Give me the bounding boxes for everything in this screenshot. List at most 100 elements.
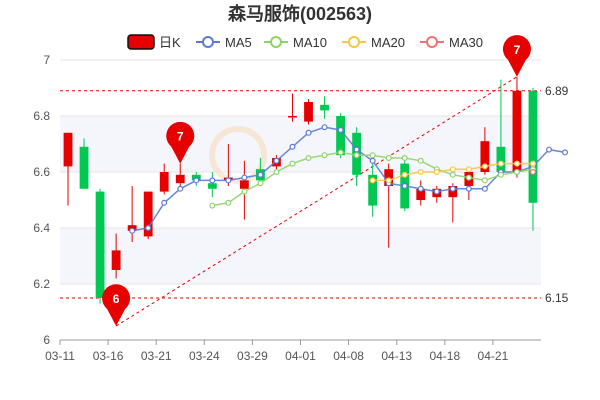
ma-point-ma5 xyxy=(273,157,280,164)
candle xyxy=(320,96,329,119)
candle-body xyxy=(368,174,378,206)
marker-pin: 7 xyxy=(166,121,195,164)
ma-point-ma5 xyxy=(369,157,376,164)
ma-point-ma20 xyxy=(465,166,472,173)
ma-point-ma5 xyxy=(305,129,312,136)
candle-body xyxy=(496,146,506,172)
legend-swatch-dot xyxy=(348,36,360,48)
ma-point-ma10 xyxy=(401,155,408,162)
ma-point-ma30 xyxy=(529,169,536,176)
ma-point-ma5 xyxy=(337,126,344,133)
marker-pin-shape xyxy=(102,284,131,326)
legend-swatch-dot xyxy=(202,36,214,48)
ma-point-ma5 xyxy=(465,185,472,192)
x-tick-label: 04-13 xyxy=(381,349,412,363)
x-tick-label: 04-21 xyxy=(478,349,509,363)
candle-body xyxy=(320,104,329,111)
candle-body xyxy=(304,102,313,122)
legend-label: MA5 xyxy=(225,35,252,50)
legend-label: MA30 xyxy=(449,35,483,50)
candle xyxy=(368,163,378,217)
y-tick-label: 6 xyxy=(43,333,50,347)
ma-point-ma5 xyxy=(177,185,184,192)
reference-label: 6.89 xyxy=(545,84,569,98)
grid-band xyxy=(60,116,541,172)
y-tick-label: 6.6 xyxy=(33,165,50,179)
ma-point-ma10 xyxy=(385,155,392,162)
candle-body xyxy=(528,90,538,203)
axes: 6 6.2 6.4 6.6 6.8 7 03-11 03-16 03-21 03-24 03-29 0… xyxy=(33,53,541,363)
ma-point-ma5 xyxy=(145,225,152,232)
candle-body xyxy=(95,191,105,298)
candle-body xyxy=(159,172,169,192)
candle xyxy=(63,132,73,206)
ma-point-ma5 xyxy=(546,146,553,153)
candle xyxy=(111,233,121,279)
ma-point-ma5 xyxy=(481,185,488,192)
marker-pin-label: 6 xyxy=(113,292,120,306)
ma-point-ma10 xyxy=(273,169,280,176)
ma-point-ma20 xyxy=(449,166,456,173)
markers: 6 7 7 xyxy=(102,35,531,326)
ma-point-ma20 xyxy=(529,160,536,167)
legend: 日K MA5 MA10 MA20 MA30 xyxy=(127,34,483,50)
ma-point-ma5 xyxy=(562,149,569,156)
ma-point-ma10 xyxy=(417,157,424,164)
x-tick-label: 04-08 xyxy=(333,349,364,363)
ma-point-ma20 xyxy=(417,169,424,176)
chart-title: 森马服饰(002563) xyxy=(228,3,372,24)
candle xyxy=(304,99,313,125)
marker-pin-shape xyxy=(502,35,531,77)
marker-pin-label: 7 xyxy=(177,130,184,144)
ma-point-ma5 xyxy=(321,124,328,131)
trend-line xyxy=(115,76,518,327)
ma-point-ma10 xyxy=(321,152,328,159)
ma-point-ma10 xyxy=(513,169,520,176)
x-tick-label: 03-16 xyxy=(93,349,124,363)
legend-swatch-dot xyxy=(426,36,438,48)
candle xyxy=(175,163,185,186)
reference-lines: 6.89 6.15 xyxy=(60,84,569,305)
candle-body xyxy=(512,90,522,172)
ma-point-ma5 xyxy=(161,199,168,206)
ma-point-ma5 xyxy=(241,174,248,181)
y-tick-label: 6.4 xyxy=(33,221,50,235)
y-tick-label: 6.8 xyxy=(33,109,50,123)
reference-label: 6.15 xyxy=(545,291,569,305)
ma-point-ma10 xyxy=(481,177,488,184)
ma-point-ma20 xyxy=(481,163,488,170)
candle-body xyxy=(416,188,426,200)
ma-point-ma5 xyxy=(401,183,408,190)
ma-point-ma5 xyxy=(353,146,360,153)
ma-point-ma5 xyxy=(129,227,136,234)
ma-point-ma10 xyxy=(225,199,232,206)
y-tick-label: 6.2 xyxy=(33,277,50,291)
trend-line-segment xyxy=(115,76,518,327)
x-tick-label: 03-21 xyxy=(141,349,172,363)
candle-body xyxy=(63,132,73,167)
ma-point-ma5 xyxy=(289,143,296,150)
candle xyxy=(528,88,538,231)
candle-body xyxy=(336,116,345,156)
x-tick-label: 03-24 xyxy=(189,349,220,363)
grid xyxy=(60,59,541,341)
candle xyxy=(143,191,153,240)
ma-point-ma10 xyxy=(289,160,296,167)
legend-label: MA20 xyxy=(371,35,405,50)
ma-point-ma10 xyxy=(465,174,472,181)
ma-line-ma5 xyxy=(132,126,566,232)
watermark xyxy=(209,126,267,184)
candle xyxy=(159,163,169,195)
candle-body xyxy=(239,180,249,189)
candle-body xyxy=(175,174,185,184)
ma-point-ma5 xyxy=(225,177,232,184)
ma-point-ma20 xyxy=(401,171,408,178)
watermark-logo xyxy=(209,126,267,184)
ma-point-ma5 xyxy=(449,185,456,192)
legend-swatch-dot xyxy=(270,36,282,48)
x-tick-label: 03-29 xyxy=(237,349,268,363)
candle-body xyxy=(288,116,297,118)
ma-point-ma20 xyxy=(369,177,376,184)
ma-point-ma10 xyxy=(305,155,312,162)
ma-point-ma5 xyxy=(209,177,216,184)
